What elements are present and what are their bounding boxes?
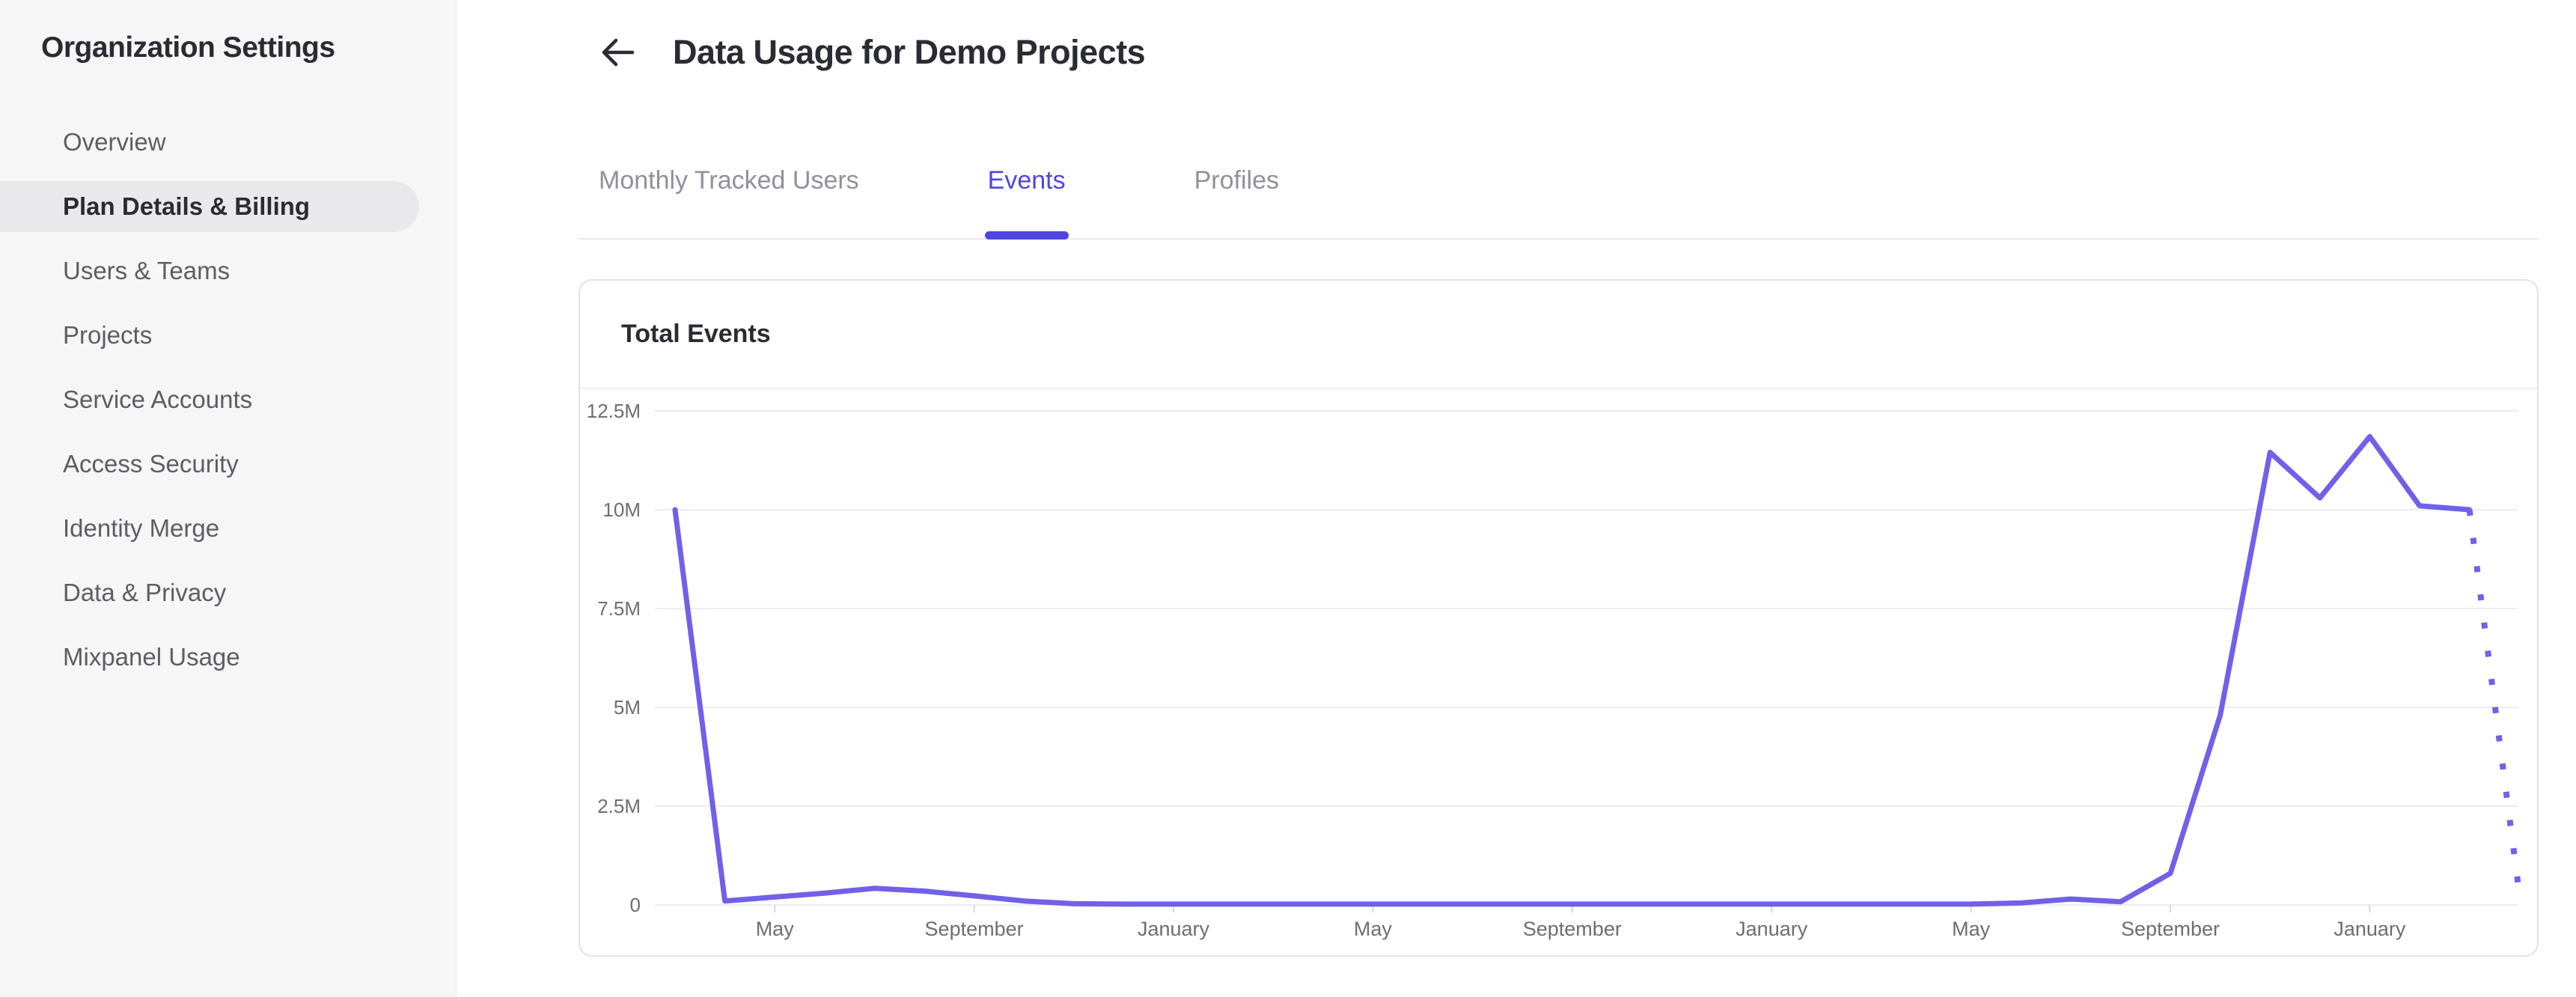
x-axis-label: May bbox=[756, 918, 795, 940]
sidebar-item-label: Service Accounts bbox=[63, 385, 253, 413]
sidebar-item-label: Overview bbox=[63, 128, 166, 156]
sidebar-nav: Overview Plan Details & Billing Users & … bbox=[0, 110, 456, 689]
sidebar-item-access-security[interactable]: Access Security bbox=[0, 432, 433, 496]
sidebar-item-label: Access Security bbox=[63, 450, 239, 478]
sidebar-item-overview[interactable]: Overview bbox=[0, 110, 433, 174]
tab-profiles[interactable]: Profiles bbox=[1194, 166, 1279, 238]
x-axis-label: January bbox=[2334, 918, 2406, 940]
x-axis-label: January bbox=[1138, 918, 1210, 940]
x-axis-label: September bbox=[1523, 918, 1622, 940]
tab-label: Events bbox=[987, 166, 1066, 195]
x-axis-label: September bbox=[2121, 918, 2220, 940]
sidebar-item-mixpanel-usage[interactable]: Mixpanel Usage bbox=[0, 625, 433, 689]
tab-label: Profiles bbox=[1194, 166, 1279, 195]
total-events-line bbox=[672, 433, 2473, 907]
tab-events[interactable]: Events bbox=[984, 166, 1069, 240]
sidebar-item-label: Identity Merge bbox=[63, 514, 220, 542]
y-axis-label: 0 bbox=[630, 894, 641, 916]
chart-area: 0 2.5M 5M 7.5M 10M 12.5M May September January Ma… bbox=[580, 389, 2537, 954]
page-header: Data Usage for Demo Projects bbox=[596, 31, 1146, 73]
sidebar-item-label: Plan Details & Billing bbox=[63, 192, 311, 220]
sidebar-item-service-accounts[interactable]: Service Accounts bbox=[0, 368, 433, 432]
active-tab-underline bbox=[984, 231, 1069, 240]
sidebar-item-label: Projects bbox=[63, 321, 153, 349]
sidebar-item-users-teams[interactable]: Users & Teams bbox=[0, 239, 433, 303]
sidebar-item-identity-merge[interactable]: Identity Merge bbox=[0, 496, 433, 561]
total-events-chart: 0 2.5M 5M 7.5M 10M 12.5M May September January Ma… bbox=[587, 400, 2523, 940]
tab-monthly-tracked-users[interactable]: Monthly Tracked Users bbox=[599, 166, 859, 238]
sidebar-item-label: Data & Privacy bbox=[63, 579, 227, 606]
y-axis-label: 7.5M bbox=[597, 597, 641, 620]
y-axis-label: 5M bbox=[614, 696, 641, 719]
arrow-left-icon bbox=[602, 38, 635, 67]
x-axis-label: May bbox=[1354, 918, 1393, 940]
x-axis-label: January bbox=[1736, 918, 1808, 940]
total-events-line-projected bbox=[2466, 509, 2523, 894]
y-axis-label: 10M bbox=[602, 498, 641, 521]
sidebar-item-plan-details-billing[interactable]: Plan Details & Billing bbox=[0, 174, 433, 239]
sidebar-item-data-privacy[interactable]: Data & Privacy bbox=[0, 561, 433, 625]
y-axis-label: 2.5M bbox=[597, 795, 641, 817]
x-axis-label: September bbox=[925, 918, 1024, 940]
sidebar-item-projects[interactable]: Projects bbox=[0, 303, 433, 368]
x-axis-label: May bbox=[1952, 918, 1991, 940]
sidebar-item-label: Users & Teams bbox=[63, 257, 231, 284]
main-content: Data Usage for Demo Projects Monthly Tra… bbox=[457, 0, 2576, 997]
tabs: Monthly Tracked Users Events Profiles bbox=[579, 154, 2539, 240]
sidebar-title: Organization Settings bbox=[41, 31, 335, 64]
sidebar: Organization Settings Overview Plan Deta… bbox=[0, 0, 457, 997]
y-axis-label: 12.5M bbox=[587, 400, 641, 422]
tab-label: Monthly Tracked Users bbox=[599, 166, 859, 195]
sidebar-item-label: Mixpanel Usage bbox=[63, 643, 240, 671]
total-events-card: Total Events 0 2.5M 5M 7.5M 10M 12.5M May Septe… bbox=[579, 279, 2539, 957]
card-header: Total Events bbox=[580, 281, 2537, 389]
card-title: Total Events bbox=[621, 320, 771, 348]
page-title: Data Usage for Demo Projects bbox=[673, 33, 1146, 71]
back-button[interactable] bbox=[596, 31, 638, 73]
